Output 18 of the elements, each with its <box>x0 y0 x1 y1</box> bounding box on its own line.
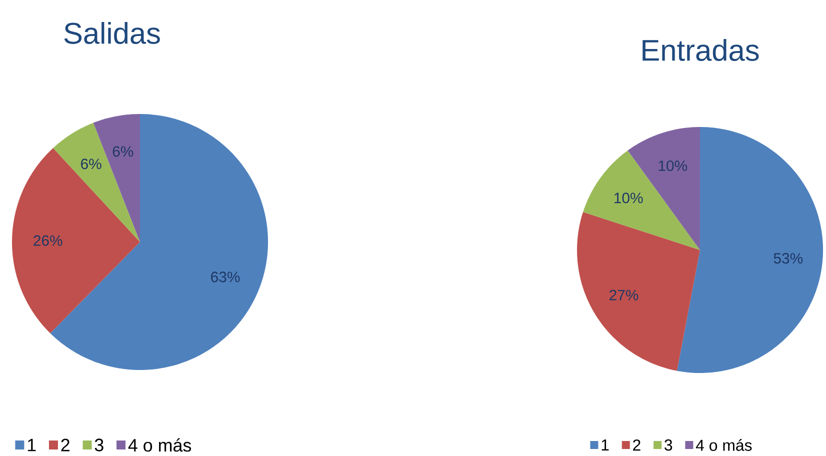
data-label: 6% <box>112 146 134 157</box>
data-label: 26% <box>34 235 62 246</box>
chart-title: Salidas <box>64 22 160 44</box>
legend-label: 1 <box>602 440 609 450</box>
legend-label: 3 <box>94 438 104 452</box>
data-label: 6% <box>81 158 102 170</box>
legend-label: 2 <box>633 439 640 451</box>
legend-label: 4 o más <box>696 439 752 451</box>
legend-label: 3 <box>664 439 672 451</box>
data-label: 27% <box>610 290 638 300</box>
data-label: 10% <box>614 192 643 204</box>
legend-label: 4 o más <box>128 438 192 452</box>
data-label: 10% <box>658 160 688 172</box>
legend-label: 1 <box>28 438 36 452</box>
data-label: 53% <box>774 253 803 264</box>
data-label: 63% <box>211 272 240 282</box>
chart-title: Entradas <box>642 39 759 61</box>
legend-label: 2 <box>61 438 70 452</box>
